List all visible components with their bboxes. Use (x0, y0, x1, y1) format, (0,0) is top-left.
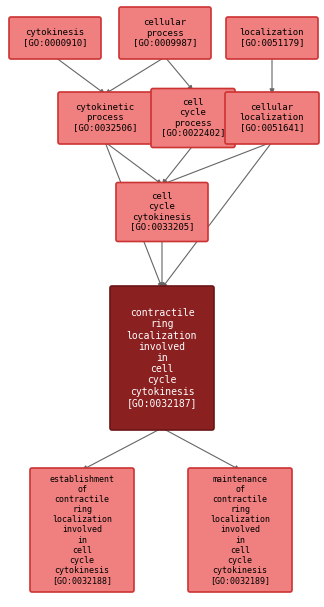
Text: cell
cycle
process
[GO:0022402]: cell cycle process [GO:0022402] (161, 98, 225, 138)
Text: cellular
localization
[GO:0051641]: cellular localization [GO:0051641] (240, 103, 304, 132)
FancyBboxPatch shape (119, 7, 211, 59)
Text: cell
cycle
cytokinesis
[GO:0033205]: cell cycle cytokinesis [GO:0033205] (130, 192, 194, 232)
FancyBboxPatch shape (225, 92, 319, 144)
Text: localization
[GO:0051179]: localization [GO:0051179] (240, 29, 304, 47)
FancyBboxPatch shape (110, 286, 214, 430)
Text: cytokinesis
[GO:0000910]: cytokinesis [GO:0000910] (23, 29, 87, 47)
FancyBboxPatch shape (116, 183, 208, 242)
FancyBboxPatch shape (188, 468, 292, 592)
Text: maintenance
of
contractile
ring
localization
involved
in
cell
cycle
cytokinesis
: maintenance of contractile ring localiza… (210, 475, 270, 585)
FancyBboxPatch shape (9, 17, 101, 59)
FancyBboxPatch shape (226, 17, 318, 59)
Text: contractile
ring
localization
involved
in
cell
cycle
cytokinesis
[GO:0032187]: contractile ring localization involved i… (127, 308, 197, 408)
FancyBboxPatch shape (151, 89, 235, 148)
FancyBboxPatch shape (58, 92, 152, 144)
Text: cellular
process
[GO:0009987]: cellular process [GO:0009987] (133, 18, 197, 47)
Text: establishment
of
contractile
ring
localization
involved
in
cell
cycle
cytokinesi: establishment of contractile ring locali… (50, 475, 114, 585)
FancyBboxPatch shape (30, 468, 134, 592)
Text: cytokinetic
process
[GO:0032506]: cytokinetic process [GO:0032506] (73, 103, 137, 132)
